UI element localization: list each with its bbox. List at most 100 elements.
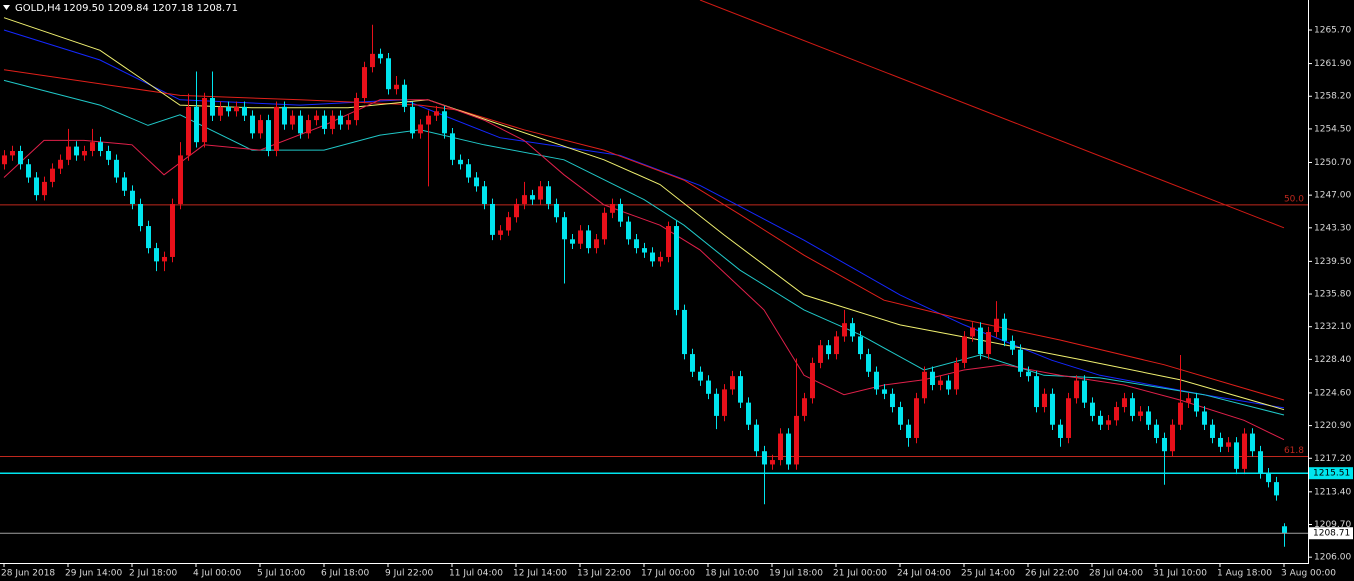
candle-body <box>746 402 751 425</box>
y-tick-label: 1217.20 <box>1314 454 1351 464</box>
candle-body <box>826 345 831 355</box>
y-tick-label: 1232.10 <box>1314 322 1351 332</box>
candle-body <box>1178 402 1183 425</box>
candle-body <box>538 186 543 200</box>
candle-body <box>642 248 647 253</box>
candle-body <box>1226 442 1231 447</box>
candle-body <box>786 433 791 465</box>
y-tick-label: 1265.70 <box>1314 26 1351 36</box>
candle-body <box>114 159 119 178</box>
candle-body <box>930 371 935 385</box>
y-tick-label: 1209.70 <box>1314 520 1351 530</box>
candle-body <box>1154 424 1159 438</box>
candle-body <box>1082 380 1087 403</box>
candle-body <box>394 84 399 90</box>
candle-body <box>378 53 383 59</box>
level-label: 61.8 <box>1284 446 1304 456</box>
candle-body <box>810 362 815 399</box>
x-tick-label: 25 Jul 14:00 <box>961 569 1015 579</box>
candle-body <box>1042 393 1047 408</box>
candle-body <box>362 67 367 99</box>
candle-body <box>794 415 799 465</box>
plot-area <box>0 0 1308 547</box>
candle-body <box>1090 402 1095 416</box>
menu-icon[interactable] <box>3 5 10 10</box>
candle-body <box>1234 442 1239 469</box>
candle-body <box>338 115 343 125</box>
candle-body <box>570 239 575 244</box>
x-tick-label: 13 Jul 22:00 <box>577 569 631 579</box>
candle-body <box>282 106 287 125</box>
candle-body <box>890 393 895 408</box>
candle-body <box>626 221 631 240</box>
candle-body <box>402 84 407 107</box>
candle-body <box>386 58 391 90</box>
level-label: 50.0 <box>1284 194 1304 204</box>
candle-body <box>650 252 655 262</box>
candle-body <box>858 336 863 355</box>
ohlc-readout: 1209.50 1209.84 1207.18 1208.71 <box>63 3 238 14</box>
candle-body <box>802 398 807 416</box>
x-tick-label: 28 Jun 2018 <box>1 569 55 579</box>
candle-body <box>682 309 687 355</box>
candle-body <box>250 115 255 134</box>
candle-body <box>970 327 975 337</box>
candle-body <box>138 203 143 227</box>
y-tick-label: 1258.20 <box>1314 92 1351 102</box>
candle-body <box>450 133 455 160</box>
candle-body <box>530 195 535 200</box>
y-tick-label: 1213.40 <box>1314 487 1351 497</box>
candle-body <box>210 98 215 116</box>
candle-body <box>258 120 263 134</box>
candle-body <box>722 389 727 416</box>
candle-body <box>506 217 511 231</box>
candle-body <box>1050 393 1055 425</box>
candle-body <box>322 115 327 129</box>
candle-body <box>546 186 551 204</box>
price-tag-label: 1215.51 <box>1313 469 1350 479</box>
candle-body <box>82 150 87 156</box>
candle-body <box>18 150 23 165</box>
candle-body <box>586 230 591 249</box>
candle-body <box>1250 433 1255 452</box>
x-tick-label: 12 Jul 14:00 <box>513 569 567 579</box>
candle-body <box>618 203 623 222</box>
candle-body <box>226 106 231 112</box>
candle-body <box>554 203 559 218</box>
candle-body <box>242 106 247 116</box>
candle-body <box>146 226 151 249</box>
candle-body <box>562 217 567 240</box>
candle-body <box>178 155 183 204</box>
candle-body <box>298 115 303 134</box>
candle-body <box>42 181 47 196</box>
x-tick-label: 31 Jul 10:00 <box>1153 569 1207 579</box>
x-tick-label: 5 Jul 10:00 <box>257 569 306 579</box>
x-tick-label: 9 Jul 22:00 <box>385 569 434 579</box>
candle-body <box>474 177 479 187</box>
price-tag-label: 1208.71 <box>1313 529 1350 539</box>
x-tick-label: 18 Jul 10:00 <box>705 569 759 579</box>
candle-body <box>1034 376 1039 408</box>
candle-body <box>922 371 927 399</box>
candle-body <box>1146 411 1151 425</box>
candle-body <box>122 177 127 191</box>
candle-body <box>658 256 663 262</box>
candle-body <box>866 354 871 372</box>
candle-body <box>10 150 15 156</box>
candle-body <box>842 323 847 337</box>
candle-body <box>66 146 71 160</box>
candle-body <box>602 212 607 240</box>
candle-body <box>906 424 911 438</box>
candle-body <box>578 230 583 244</box>
candle-body <box>1194 398 1199 412</box>
candle-body <box>874 371 879 390</box>
y-tick-label: 1261.90 <box>1314 59 1351 69</box>
candle-body <box>410 106 415 134</box>
candle-body <box>290 115 295 125</box>
candle-body <box>306 120 311 134</box>
candle-body <box>738 376 743 403</box>
candle-body <box>234 106 239 112</box>
candle-body <box>330 115 335 129</box>
candle-body <box>594 239 599 249</box>
